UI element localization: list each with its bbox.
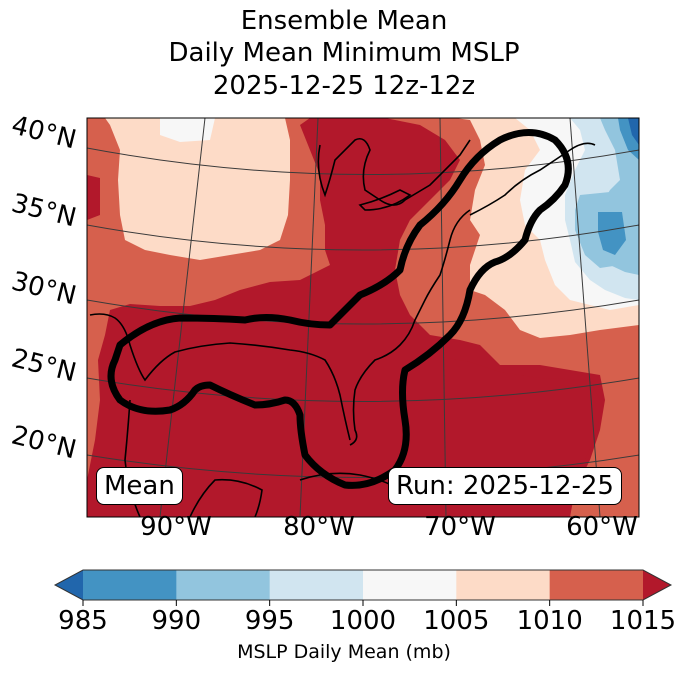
field-985-990-center	[598, 212, 626, 255]
yucatan-coastline	[189, 478, 263, 517]
colorbar-tick-label: 985	[58, 606, 108, 636]
colorbar-bin-1010-1015	[549, 570, 644, 600]
colorbar-bin-1000-1005	[363, 570, 457, 600]
colorbar-extend-max	[643, 570, 671, 600]
lon-label-60w: 60°W	[566, 512, 638, 542]
colorbar	[53, 569, 673, 606]
map-area	[87, 118, 639, 517]
east-coast-coastline	[349, 209, 471, 446]
meridian-60w	[569, 118, 601, 517]
colorbar-tick-label: 1015	[609, 606, 677, 636]
mslp-contour	[107, 129, 572, 489]
parallel-35n	[87, 224, 639, 251]
lake-erie-coastline	[358, 189, 412, 211]
field-lt985-corner	[628, 118, 639, 145]
mean-badge: Mean	[96, 467, 183, 505]
title-line-1: Ensemble Mean	[240, 6, 448, 36]
title-line-3: 2025-12-25 12z-12z	[212, 71, 476, 101]
gulf-coastline	[89, 313, 351, 441]
graticule	[87, 118, 639, 517]
colorbar-bin-985-990	[83, 570, 177, 600]
northeast-coastline	[469, 142, 596, 216]
colorbar-bin-990-995	[176, 570, 271, 600]
run-date-badge: Run: 2025-12-25	[388, 467, 622, 505]
lon-label-70w: 70°W	[424, 512, 496, 542]
parallel-30n	[87, 299, 639, 325]
colorbar-bin-1005-1010	[456, 570, 551, 600]
great-lakes-coastline	[317, 137, 471, 206]
parallel-25n	[87, 377, 639, 402]
field-gt1015-west-patch	[87, 175, 100, 220]
colorbar-extend-min	[55, 570, 83, 600]
meridian-70w	[439, 118, 447, 517]
coastlines	[89, 137, 596, 517]
colorbar-tick-label: 995	[244, 606, 295, 636]
colorbar-tick-label: 1000	[329, 606, 397, 636]
field-1000-1005-north	[160, 118, 215, 142]
colorbar-label: MSLP Daily Mean (mb)	[237, 641, 451, 663]
colorbar-tick-label: 1005	[423, 606, 490, 636]
title-line-2: Daily Mean Minimum MSLP	[168, 38, 520, 68]
colorbar-tick-label: 990	[151, 606, 202, 636]
parallel-20n	[87, 454, 639, 478]
colorbar-tick-label: 1010	[516, 606, 583, 636]
field-1005-1010-plains	[105, 118, 290, 260]
lon-label-80w: 80°W	[283, 512, 355, 542]
map-frame	[86, 117, 640, 518]
colorbar-bin-995-1000	[269, 570, 364, 600]
lon-label-90w: 90°W	[140, 512, 212, 542]
